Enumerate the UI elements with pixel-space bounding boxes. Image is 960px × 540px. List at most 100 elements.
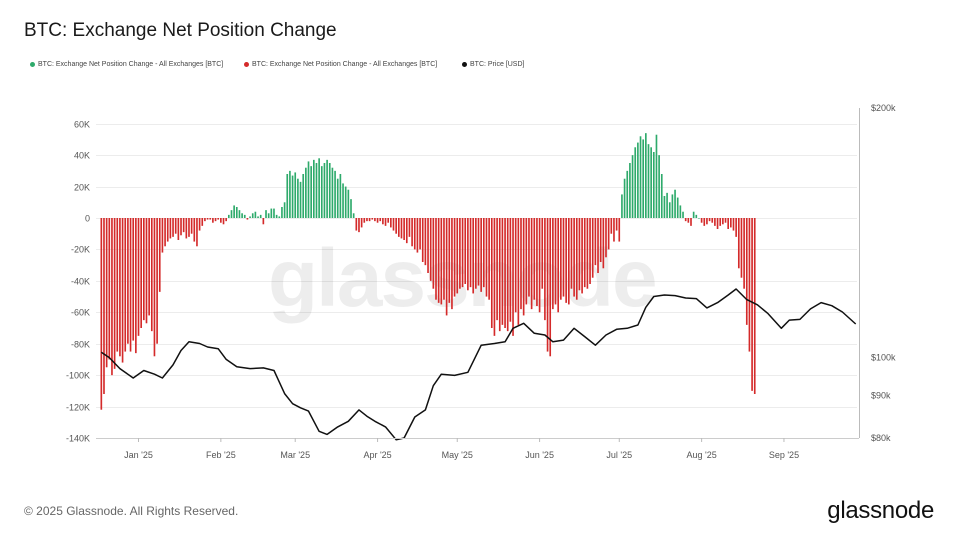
y-tick-label: -40K (71, 277, 90, 287)
bar (727, 218, 729, 229)
bar (435, 218, 437, 300)
bar (185, 218, 188, 239)
legend-item-price[interactable]: BTC: Price [USD] (462, 61, 524, 68)
bar (392, 218, 395, 231)
bar (682, 211, 684, 218)
x-axis: Jan '25 Feb '25 Mar '25 Apr '25 May '25 Jun '… (124, 438, 799, 460)
bar (453, 218, 456, 297)
bar (605, 218, 607, 258)
bar (506, 218, 509, 332)
bar (283, 202, 286, 218)
bar (196, 218, 198, 247)
bar (461, 218, 464, 288)
bar (432, 218, 435, 289)
bar (164, 218, 166, 247)
y-right-tick-label: $100k (871, 353, 896, 363)
bar (360, 218, 363, 228)
bar (352, 213, 355, 218)
bar (650, 147, 652, 218)
bar (528, 218, 530, 297)
bar (456, 218, 459, 294)
bar (336, 178, 339, 218)
bar (520, 218, 522, 310)
bar (684, 218, 687, 222)
bar (158, 218, 161, 292)
bar (578, 218, 581, 291)
bar (615, 218, 618, 231)
bar (498, 218, 501, 332)
bar (575, 218, 578, 300)
legend-item-outflow-negative[interactable]: BTC: Exchange Net Position Change - All … (244, 61, 437, 68)
bar (424, 218, 427, 266)
bar (722, 218, 724, 225)
bar (660, 174, 663, 218)
legend-item-inflow-positive[interactable]: BTC: Exchange Net Position Change - All … (30, 61, 223, 68)
x-tick-label: Apr '25 (363, 450, 391, 460)
y-tick-label: 40K (74, 151, 90, 161)
x-tick-label: Jul '25 (606, 450, 632, 460)
bar (342, 183, 344, 218)
bar (294, 172, 297, 218)
bar (493, 218, 496, 336)
x-tick-label: Jan '25 (124, 450, 153, 460)
bar (198, 218, 201, 231)
bar (408, 218, 411, 237)
bar (567, 218, 570, 305)
y-tick-label: -60K (71, 308, 90, 318)
bar (501, 218, 504, 325)
bar (490, 218, 493, 328)
bar (658, 155, 660, 218)
bar (222, 218, 225, 225)
bar (297, 178, 299, 218)
bar (254, 211, 257, 218)
legend-label: BTC: Price [USD] (470, 61, 525, 68)
chart-title: BTC: Exchange Net Position Change (24, 20, 337, 41)
bar (374, 218, 376, 222)
brand-logo[interactable]: glassnode (827, 497, 934, 524)
bar (565, 218, 567, 303)
bar (318, 158, 320, 218)
bar (631, 155, 634, 218)
bar (536, 218, 538, 306)
bar (459, 218, 461, 289)
bar (212, 218, 214, 223)
bar (105, 218, 108, 368)
bar (448, 218, 451, 303)
bar (214, 218, 217, 222)
bar (281, 207, 283, 218)
bar (690, 218, 692, 226)
y-right-tick-label: $200k (871, 103, 896, 113)
bar (347, 189, 350, 218)
bar (188, 218, 190, 237)
y-axis-left: 60K 40K 20K 0 -20K -40K -60K -80K -100K -120K -140… (66, 120, 90, 444)
bar (156, 218, 158, 344)
bar (698, 218, 700, 219)
bar (464, 218, 467, 284)
bar (265, 210, 267, 218)
bar (278, 216, 281, 218)
bar (137, 218, 140, 336)
bar (241, 213, 243, 218)
bar (384, 218, 387, 226)
bar (639, 136, 642, 218)
y-tick-label: -100K (66, 371, 90, 381)
bar (305, 167, 307, 218)
bar (390, 218, 392, 228)
y-tick-label: 0 (85, 214, 90, 224)
bar (339, 174, 342, 218)
y-right-tick-label: $90k (871, 391, 891, 401)
bar (637, 142, 639, 218)
y-axis-right: $200k $100k $90k $80k (871, 103, 896, 443)
bar (235, 207, 238, 218)
bar (387, 218, 390, 223)
bar (419, 218, 421, 250)
bar (368, 218, 371, 222)
bar (599, 218, 602, 262)
bar (116, 218, 119, 352)
bar (259, 214, 262, 218)
bar (177, 218, 180, 240)
bar (679, 205, 682, 218)
bar (437, 218, 440, 303)
bar (714, 218, 716, 226)
